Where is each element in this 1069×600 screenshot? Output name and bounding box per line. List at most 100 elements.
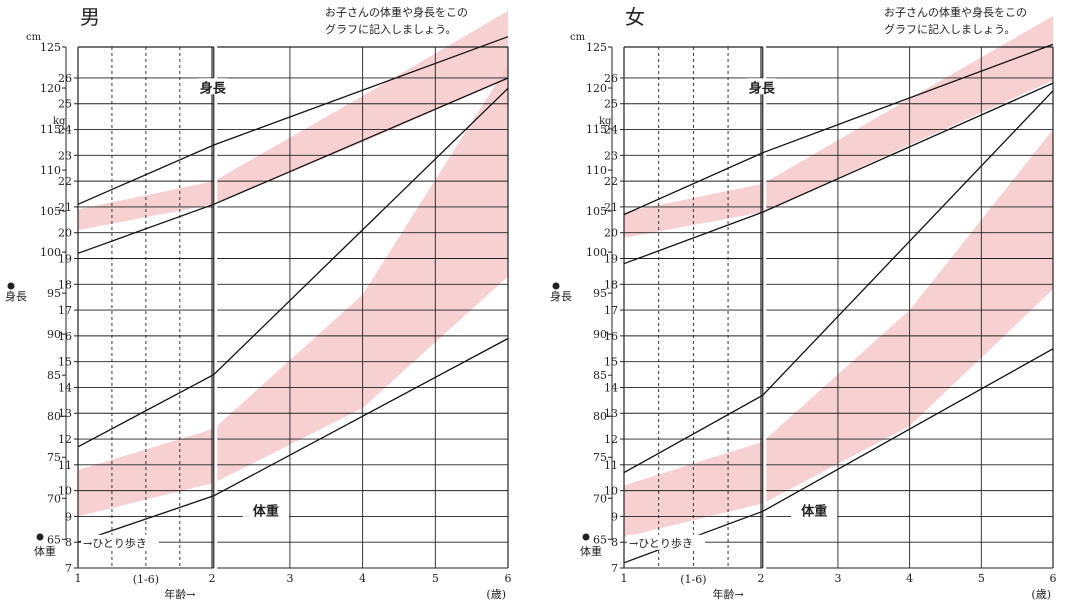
height-curve-label-bg: [746, 78, 777, 95]
height-tick-label: 95: [593, 287, 607, 300]
height-tick-label: 100: [586, 246, 607, 259]
x-tick-label: 4: [906, 572, 913, 585]
x-range-label: (1-6): [133, 573, 159, 586]
weight-tick-label: 9: [611, 510, 618, 523]
weight-tick-label: 14: [604, 381, 618, 394]
male-sex-title: 男: [80, 5, 100, 29]
weight-curve-label: 体重: [801, 503, 827, 519]
height-bullet-icon: [7, 282, 15, 290]
weight-tick-label: 24: [604, 124, 618, 137]
male-growth-chart: 男 お子さんの体重や身長をこの グラフに記入しましょう。 cm kg 65707…: [5, 5, 512, 600]
height-tick-label: 80: [593, 410, 607, 423]
weight-tick-label: 25: [604, 98, 618, 111]
height-tick-label: 85: [47, 369, 61, 382]
male-chart-marks: 6570758085909510010511011512012578910111…: [40, 10, 512, 600]
x-tick-label: 3: [286, 572, 293, 585]
x-tick-label: 2: [758, 572, 765, 585]
reference-curve: [77, 77, 509, 254]
weight-tick-label: 18: [58, 278, 72, 291]
weight-side-label-female: 体重: [580, 544, 602, 558]
reference-curve: [623, 90, 1054, 474]
weight-tick-label: 9: [65, 510, 72, 523]
height-tick-label: 90: [47, 328, 61, 341]
weight-tick-label: 11: [58, 459, 72, 472]
weight-bullet-icon: [36, 533, 44, 541]
axis-break-gap: [762, 47, 767, 568]
x-axis-label: 年齢→: [164, 587, 195, 600]
weight-tick-label: 12: [604, 433, 618, 446]
weight-tick-label: 19: [604, 252, 618, 265]
weight-tick-label: 20: [58, 227, 72, 240]
weight-tick-label: 21: [604, 201, 618, 214]
note-line-2-male: グラフに記入しましょう。: [325, 22, 456, 36]
x-unit-label: (歳): [1031, 588, 1051, 600]
height-bullet-icon-female: [552, 282, 560, 290]
walking-label: →ひとり歩き: [83, 536, 147, 550]
height-tick-label: 105: [586, 205, 607, 218]
weight-tick-label: 23: [58, 149, 72, 162]
x-tick-label: 5: [432, 572, 439, 585]
weight-tick-label: 21: [58, 201, 72, 214]
height-unit-label-female: cm: [570, 32, 586, 43]
axis-break-gap: [213, 47, 218, 568]
x-tick-label: 1: [75, 572, 82, 585]
weight-side-label: 体重: [34, 544, 56, 558]
weight-tick-label: 16: [58, 330, 72, 343]
height-tick-label: 70: [47, 492, 61, 505]
reference-curve: [623, 43, 1054, 216]
weight-tick-label: 10: [604, 485, 618, 498]
height-unit-label: cm: [26, 32, 42, 43]
height-tick-label: 80: [47, 410, 61, 423]
weight-band: [624, 129, 1053, 537]
height-side-label-1: 身長: [5, 289, 27, 303]
x-tick-label: 6: [1050, 572, 1057, 585]
weight-tick-label: 16: [604, 330, 618, 343]
weight-curve-label-bg: [242, 501, 289, 518]
height-tick-label: 100: [40, 246, 61, 259]
reference-curve: [77, 337, 509, 543]
height-tick-label: 115: [586, 123, 607, 136]
female-growth-chart: 女 お子さんの体重や身長をこの グラフに記入しましょう。 cm kg 65707…: [550, 5, 1057, 600]
walking-label-bg: [81, 534, 159, 550]
weight-tick-label: 7: [611, 562, 618, 575]
x-axis-label: 年齢→: [712, 587, 743, 600]
height-tick-label: 90: [593, 328, 607, 341]
height-tick-label: 70: [593, 492, 607, 505]
weight-tick-label: 26: [58, 72, 72, 85]
weight-tick-label: 17: [604, 304, 618, 317]
weight-tick-label: 8: [65, 536, 72, 549]
weight-tick-label: 26: [604, 72, 618, 85]
note-line-2-female: グラフに記入しましょう。: [884, 22, 1015, 36]
reference-curve: [623, 82, 1054, 265]
note-line-1-male: お子さんの体重や身長をこの: [325, 5, 468, 19]
weight-tick-label: 14: [58, 381, 72, 394]
reference-curve: [77, 36, 509, 205]
height-tick-label: 125: [40, 41, 61, 54]
height-curve-label: 身長: [749, 80, 776, 96]
height-tick-label: 105: [40, 205, 61, 218]
weight-tick-label: 15: [58, 356, 72, 369]
height-band: [624, 16, 1053, 238]
weight-curve-label: 体重: [253, 503, 279, 519]
weight-tick-label: 20: [604, 227, 618, 240]
height-tick-label: 75: [593, 451, 607, 464]
walking-label: →ひとり歩き: [629, 536, 693, 550]
height-band: [78, 10, 508, 231]
height-curve-label-bg: [197, 78, 228, 95]
height-tick-label: 110: [40, 164, 61, 177]
height-tick-label: 120: [586, 82, 607, 95]
weight-tick-label: 10: [58, 485, 72, 498]
weight-band: [78, 65, 508, 517]
x-tick-label: 2: [209, 572, 216, 585]
weight-tick-label: 22: [604, 175, 618, 188]
x-tick-label: 3: [834, 572, 841, 585]
female-chart-marks: 6570758085909510010511011512012578910111…: [586, 16, 1057, 600]
height-tick-label: 65: [593, 533, 607, 546]
weight-tick-label: 18: [604, 278, 618, 291]
height-tick-label: 95: [47, 287, 61, 300]
height-tick-label: 115: [40, 123, 61, 136]
height-side-label-female: 身長: [550, 289, 572, 303]
x-tick-label: 4: [359, 572, 366, 585]
weight-tick-label: 13: [604, 407, 618, 420]
